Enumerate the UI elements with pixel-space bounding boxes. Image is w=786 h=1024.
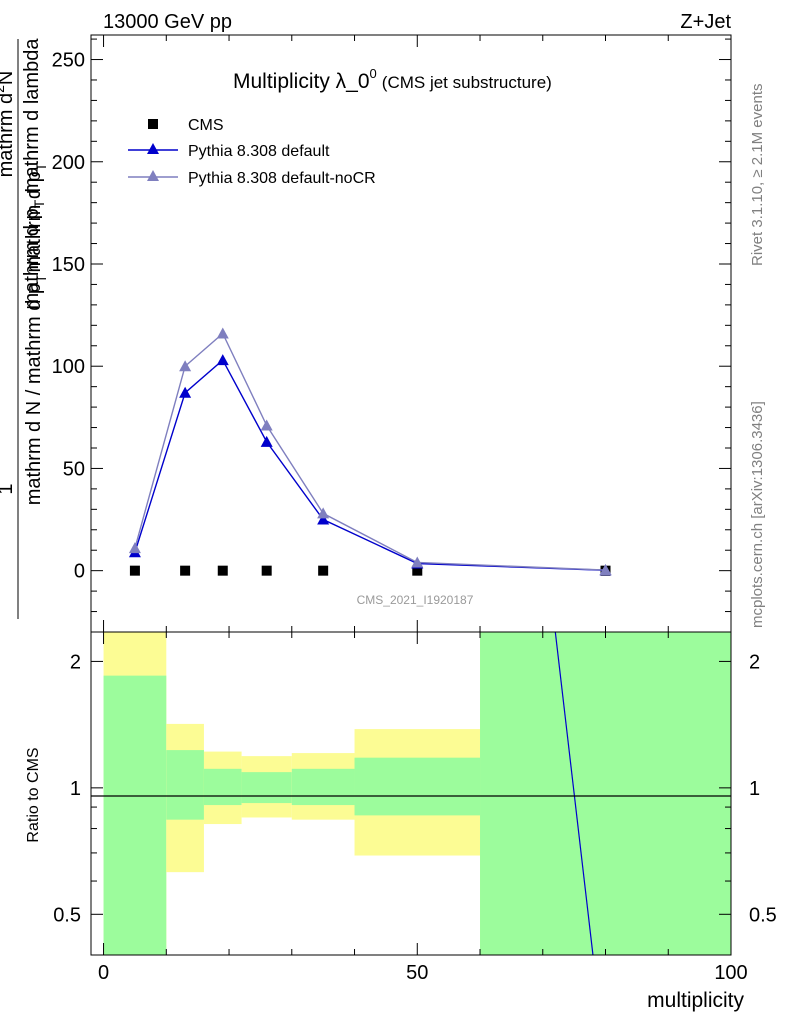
- cms-data-point: [180, 565, 191, 576]
- legend-label-cms: CMS: [188, 117, 224, 134]
- ratio-bands-group: [103, 632, 731, 955]
- ratio-series-line: [554, 631, 594, 956]
- main-y-axis-label: mathrm d N / mathrm d pTmathrm d pT 1: [0, 39, 49, 619]
- mc-data-point-2: [260, 419, 273, 431]
- svg-text:mathrm d N / mathrm d pTmathrm: mathrm d N / mathrm d pTmathrm d pT: [23, 162, 49, 505]
- ratio-tick-labels: 0.5 0.5 1 1 2 2 0 50 100: [53, 651, 777, 984]
- ylabel-second-numerator-sup: 2: [0, 85, 7, 93]
- mcplots-label: mcplots.cern.ch [arXiv:1306.3436]: [749, 401, 766, 628]
- analysis-watermark: CMS_2021_I1920187: [357, 593, 474, 607]
- x-tick-label: 0: [98, 962, 109, 984]
- legend-label-pythia-default: Pythia 8.308 default: [188, 143, 330, 160]
- series-line-2: [134, 332, 606, 571]
- y-tick-label: 150: [52, 254, 85, 276]
- mc-data-point-2: [179, 360, 192, 372]
- svg-text:mathrm d pT mathrm d lambda: mathrm d pT mathrm d lambda: [21, 38, 47, 310]
- ratio-stat-band: [241, 772, 292, 804]
- main-y-tick-labels: 0 50 100 150 200 250: [52, 50, 85, 583]
- mc-data-point-2: [599, 564, 612, 576]
- process-label: Z+Jet: [680, 11, 731, 33]
- chart-title: Multiplicity λ_00 (CMS jet substructure): [233, 66, 552, 93]
- main-plot-frame: [90, 34, 732, 633]
- ylabel-frac-denominator-sub: T: [33, 274, 49, 283]
- mc-data-point-1: [179, 386, 192, 398]
- mc-data-point-1: [317, 513, 330, 525]
- y-tick-label: 0: [74, 561, 85, 583]
- y-tick-label: 100: [52, 356, 85, 378]
- ratio-stat-band: [166, 750, 204, 820]
- legend-label-pythia-nocr: Pythia 8.308 default-noCR: [188, 170, 376, 187]
- ratio-y-tick-label-left: 0.5: [53, 904, 81, 926]
- main-axis-ticks: [91, 35, 732, 632]
- ratio-axis-ticks: [91, 632, 732, 955]
- energy-label: 13000 GeV pp: [103, 11, 232, 33]
- mc-data-point-2: [411, 556, 424, 568]
- ratio-stat-band: [291, 768, 355, 806]
- mc-data-point-1: [216, 354, 229, 366]
- ratio-stat-band: [203, 768, 242, 806]
- cms-data-point: [318, 565, 329, 576]
- mc-data-point-2: [216, 327, 229, 339]
- x-axis-label: multiplicity: [647, 989, 744, 1012]
- ratio-y-tick-label-left: 2: [70, 651, 81, 673]
- y-tick-label: 50: [63, 458, 85, 480]
- cms-data-point: [217, 565, 228, 576]
- ratio-y-tick-label-right: 1: [749, 778, 760, 800]
- mc-data-point-2: [317, 507, 330, 519]
- legend-marker-pythia-nocr: [147, 170, 159, 181]
- ratio-y-tick-label-right: 2: [749, 651, 760, 673]
- mc-data-point-1: [260, 435, 273, 447]
- chart-title-superscript: 0: [370, 66, 377, 81]
- x-tick-label: 100: [714, 962, 747, 984]
- ylabel-frac-denominator-tail: mathrm d p: [23, 171, 45, 272]
- ylabel-second-numerator: mathrm d: [0, 93, 17, 177]
- ratio-y-tick-label-right: 0.5: [749, 904, 777, 926]
- ylabel-second-numerator-tail: N: [0, 71, 17, 85]
- ylabel-second-denominator-tail: mathrm d lambda: [21, 38, 43, 200]
- cms-data-point: [129, 565, 140, 576]
- chart-title-main: Multiplicity λ_0: [233, 70, 370, 93]
- ratio-plot-frame: [90, 631, 732, 956]
- y-tick-label: 250: [52, 50, 85, 72]
- ylabel-second-denominator-sub: T: [31, 199, 47, 208]
- chart-subtitle: (CMS jet substructure): [382, 73, 552, 92]
- ratio-series-group: [554, 631, 594, 956]
- legend: CMS Pythia 8.308 default Pythia 8.308 de…: [128, 117, 376, 187]
- ylabel-frac-denominator: mathrm d N / mathrm d p: [23, 283, 45, 505]
- ratio-stat-band: [354, 757, 481, 816]
- ratio-y-tick-label-left: 1: [70, 778, 81, 800]
- y-tick-label: 200: [52, 152, 85, 174]
- legend-marker-cms: [148, 119, 158, 129]
- cms-data-point: [412, 565, 423, 576]
- main-y-axis-label-2: mathrm d pT mathrm d lambda mathrm d2N: [0, 38, 47, 310]
- ratio-y-axis-label: Ratio to CMS: [25, 747, 42, 842]
- svg-text:mathrm d2N: mathrm d2N: [0, 71, 17, 178]
- x-tick-label: 50: [406, 962, 428, 984]
- ylabel-frac-numerator: 1: [0, 483, 17, 494]
- main-series-group: [128, 327, 612, 576]
- ylabel-second-denominator: mathrm d p: [21, 208, 43, 309]
- ratio-stat-band: [480, 632, 731, 955]
- legend-marker-pythia-default: [147, 143, 159, 154]
- ratio-stat-band: [103, 675, 167, 955]
- cms-data-point: [261, 565, 272, 576]
- ylabel-frac-denominator-tail-sub: T: [33, 162, 49, 171]
- rivet-label: Rivet 3.1.10, ≥ 2.1M events: [749, 84, 766, 267]
- mc-data-point-2: [128, 542, 141, 554]
